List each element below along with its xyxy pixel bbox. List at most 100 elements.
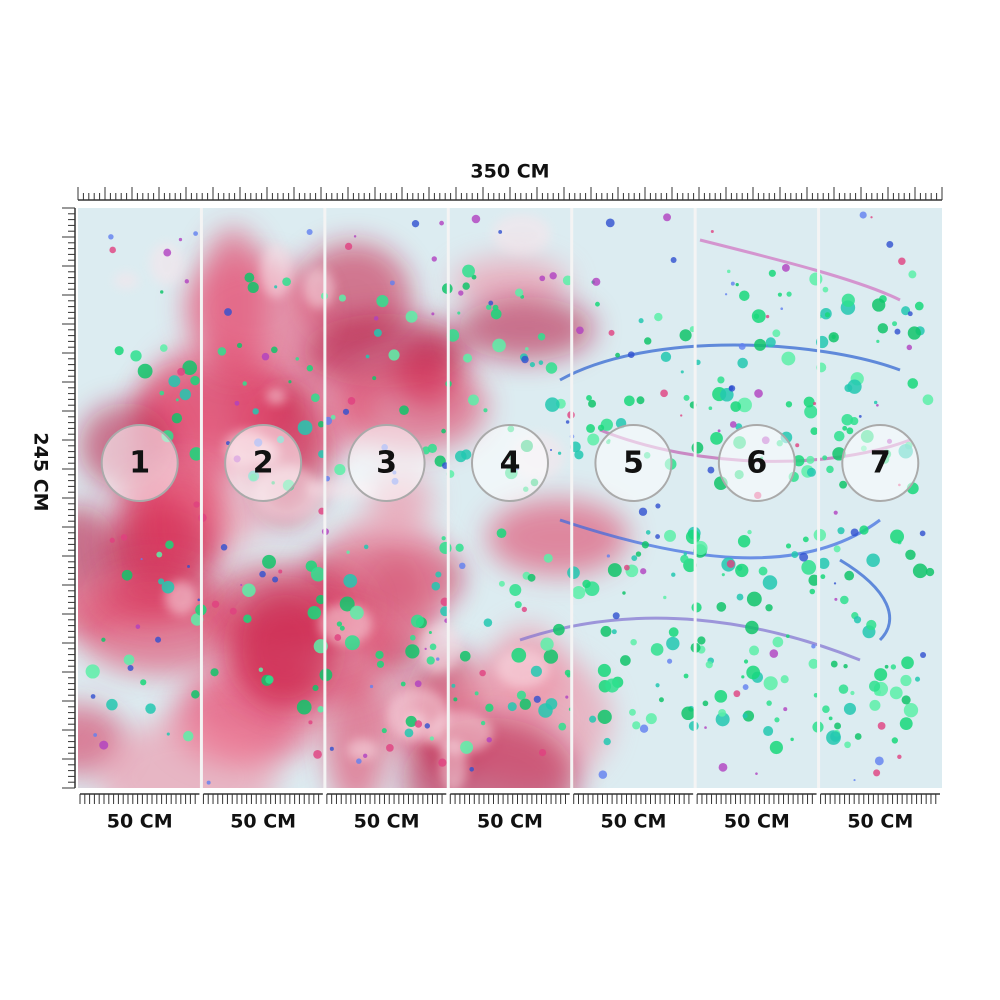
accent-splash	[220, 544, 228, 551]
accent-splash	[344, 242, 353, 251]
green-splash	[720, 388, 734, 402]
green-splash	[515, 288, 524, 297]
green-splash	[603, 737, 611, 746]
accent-splash	[549, 272, 557, 280]
green-splash	[455, 450, 467, 463]
green-splash	[758, 566, 768, 576]
green-splash	[557, 451, 562, 455]
green-splash	[459, 650, 471, 662]
green-splash	[316, 594, 326, 605]
green-splash	[630, 638, 637, 646]
green-splash	[306, 365, 313, 372]
green-splash	[381, 728, 387, 734]
green-splash	[511, 647, 527, 663]
green-splash	[683, 394, 690, 401]
green-splash	[435, 571, 442, 578]
accent-splash	[272, 576, 279, 583]
green-splash	[892, 321, 898, 327]
green-splash	[769, 740, 783, 755]
accent-splash	[436, 657, 440, 661]
green-splash	[467, 394, 479, 406]
green-splash	[451, 683, 456, 688]
panel-badge	[347, 424, 426, 502]
green-splash	[772, 329, 781, 338]
accent-splash	[184, 279, 189, 284]
panel-width-label: 50 CM	[477, 811, 543, 833]
green-splash	[159, 390, 165, 396]
accent-splash	[592, 277, 601, 286]
green-splash	[822, 455, 828, 461]
green-splash	[908, 270, 917, 279]
green-splash	[429, 736, 434, 741]
green-splash	[801, 560, 817, 575]
green-splash	[806, 467, 816, 477]
green-splash	[820, 574, 826, 580]
green-splash	[842, 425, 848, 431]
green-splash	[349, 605, 364, 620]
green-splash	[765, 604, 773, 612]
green-splash	[907, 326, 921, 340]
panel-number: 6	[746, 446, 767, 481]
green-splash	[810, 427, 819, 436]
green-splash	[166, 732, 170, 736]
accent-splash	[458, 290, 464, 296]
green-splash	[597, 709, 612, 724]
accent-splash	[876, 403, 879, 407]
green-splash	[271, 346, 278, 354]
panel-width-label: 50 CM	[230, 811, 296, 833]
green-splash	[496, 528, 507, 539]
accent-splash	[438, 758, 447, 767]
green-splash	[471, 274, 477, 280]
green-splash	[793, 455, 805, 467]
green-splash	[786, 291, 792, 297]
panel-badge	[471, 424, 549, 502]
green-splash	[903, 703, 919, 718]
green-splash	[183, 730, 194, 742]
green-splash	[671, 572, 676, 577]
accent-splash	[717, 429, 721, 433]
green-splash	[543, 649, 559, 664]
green-splash	[730, 401, 742, 412]
green-splash	[160, 290, 164, 294]
accent-splash	[627, 351, 635, 359]
accent-splash	[655, 534, 660, 539]
green-splash	[837, 527, 845, 535]
ink-stroke	[839, 558, 891, 642]
green-splash	[828, 716, 833, 721]
green-splash	[680, 370, 684, 374]
accent-splash	[334, 634, 342, 641]
green-splash	[538, 360, 544, 365]
green-splash	[629, 708, 636, 716]
green-splash	[405, 644, 420, 659]
accent-splash	[907, 311, 913, 317]
green-splash	[588, 399, 597, 408]
green-splash	[525, 347, 529, 351]
green-splash	[310, 566, 326, 582]
rulers	[62, 187, 943, 804]
panel-width-label: 50 CM	[354, 811, 420, 833]
green-splash	[171, 413, 183, 424]
green-splash	[334, 463, 346, 476]
green-splash	[905, 549, 916, 560]
ink-bloom	[456, 296, 595, 361]
ink-highlight	[347, 738, 378, 761]
accent-splash	[919, 530, 926, 537]
accent-splash	[886, 240, 894, 248]
accent-splash	[386, 744, 394, 752]
green-splash	[189, 447, 204, 461]
green-splash	[781, 351, 796, 366]
green-splash	[529, 362, 536, 368]
green-splash	[660, 351, 672, 363]
green-splash	[615, 352, 621, 358]
green-splash	[806, 455, 815, 464]
accent-splash	[655, 503, 661, 509]
green-splash	[121, 569, 133, 581]
green-splash	[838, 684, 849, 694]
accent-splash	[539, 275, 546, 282]
accent-splash	[608, 329, 615, 336]
accent-splash	[754, 389, 763, 398]
green-splash	[866, 619, 877, 631]
accent-splash	[897, 754, 902, 759]
green-splash	[545, 397, 560, 412]
green-splash	[844, 741, 851, 749]
